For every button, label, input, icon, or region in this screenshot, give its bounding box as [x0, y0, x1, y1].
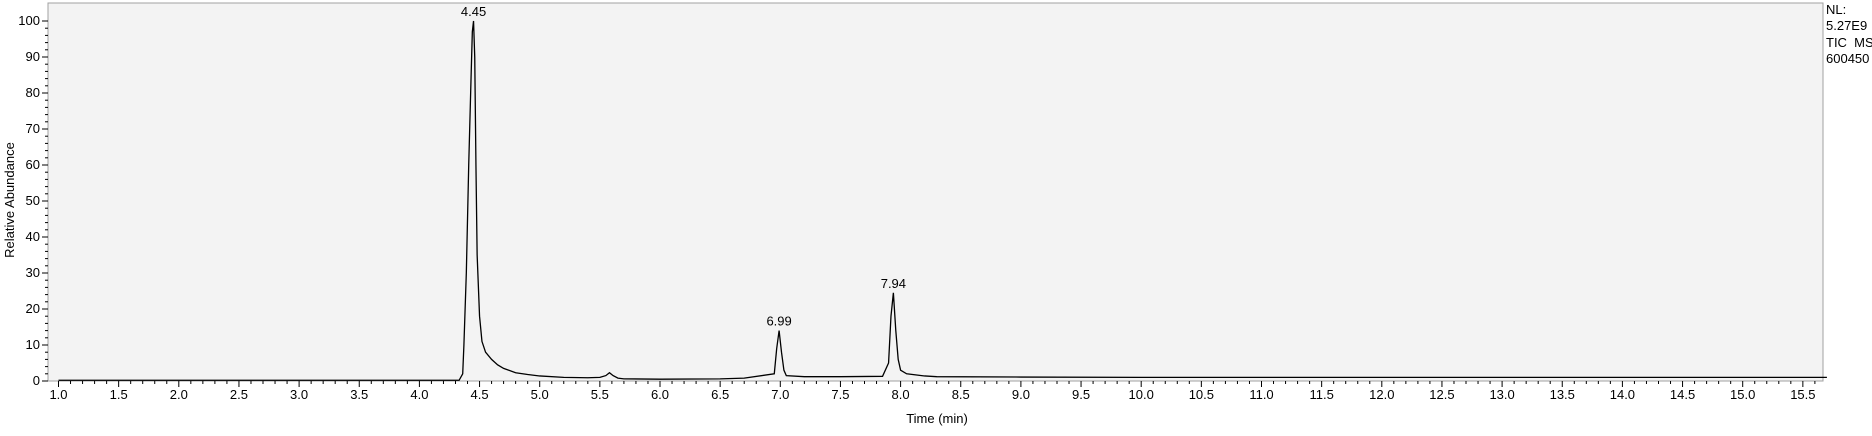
- y-axis: 0 10 20 30 40 50 60 70 80 90 100: [18, 13, 48, 388]
- x-tick-label: 7.0: [771, 387, 789, 402]
- tic-trace: [58, 20, 1827, 381]
- x-tick-label: 8.5: [952, 387, 970, 402]
- x-tick-label: 12.0: [1369, 387, 1394, 402]
- y-tick-label: 60: [26, 157, 40, 172]
- x-tick-label: 11.0: [1249, 387, 1273, 402]
- y-tick-label: 90: [26, 49, 40, 64]
- y-tick-label: 100: [18, 13, 40, 28]
- peak-label: 7.94: [881, 276, 906, 291]
- info-line: NL:: [1826, 2, 1846, 17]
- y-tick-label: 70: [26, 121, 40, 136]
- y-tick-label: 10: [26, 337, 40, 352]
- x-tick-label: 2.5: [230, 387, 248, 402]
- x-tick-label: 8.0: [892, 387, 910, 402]
- plot-area: [47, 2, 1824, 382]
- peak-label: 6.99: [766, 314, 791, 329]
- x-tick-label: 10.5: [1189, 387, 1214, 402]
- x-tick-label: 3.0: [290, 387, 308, 402]
- x-tick-label: 14.0: [1610, 387, 1635, 402]
- x-tick-label: 13.5: [1550, 387, 1575, 402]
- x-tick-label: 4.0: [410, 387, 428, 402]
- x-tick-label: 13.0: [1489, 387, 1514, 402]
- x-tick-label: 6.0: [651, 387, 669, 402]
- x-tick-label: 5.5: [591, 387, 609, 402]
- x-tick-label: 3.5: [350, 387, 368, 402]
- y-tick-label: 80: [26, 85, 40, 100]
- y-tick-label: 50: [26, 193, 40, 208]
- info-line: TIC MS: [1826, 35, 1872, 50]
- x-tick-label: 1.5: [110, 387, 128, 402]
- y-tick-label: 0: [33, 373, 40, 388]
- x-tick-label: 1.0: [49, 387, 67, 402]
- x-tick-label: 12.5: [1429, 387, 1454, 402]
- x-tick-label: 10.0: [1129, 387, 1154, 402]
- x-tick-label: 4.5: [471, 387, 489, 402]
- x-axis-title: Time (min): [906, 411, 968, 426]
- y-tick-label: 30: [26, 265, 40, 280]
- x-tick-label: 11.5: [1309, 387, 1333, 402]
- x-tick-label: 9.5: [1072, 387, 1090, 402]
- x-tick-label: 9.0: [1012, 387, 1030, 402]
- normalization-info: NL: 5.27E9 TIC MS 600450: [1826, 2, 1872, 66]
- x-tick-label: 14.5: [1670, 387, 1695, 402]
- x-tick-label: 6.5: [711, 387, 729, 402]
- info-line: 600450: [1826, 51, 1869, 66]
- x-tick-label: 5.0: [531, 387, 549, 402]
- x-tick-label: 15.0: [1730, 387, 1755, 402]
- x-tick-label: 2.0: [170, 387, 188, 402]
- x-tick-label: 7.5: [831, 387, 849, 402]
- peak-labels: 4.45 6.99 7.94: [461, 4, 906, 329]
- y-axis-title: Relative Abundance: [2, 142, 17, 258]
- y-tick-label: 40: [26, 229, 40, 244]
- y-tick-label: 20: [26, 301, 40, 316]
- info-line: 5.27E9: [1826, 18, 1867, 33]
- x-axis: 1.0 1.5 2.0 2.5 3.0 3.5 4.0 4.5 5.0 5.5 6.0 6.5 7.0 7…: [49, 381, 1816, 402]
- peak-label: 4.45: [461, 4, 486, 19]
- x-tick-label: 15.5: [1790, 387, 1815, 402]
